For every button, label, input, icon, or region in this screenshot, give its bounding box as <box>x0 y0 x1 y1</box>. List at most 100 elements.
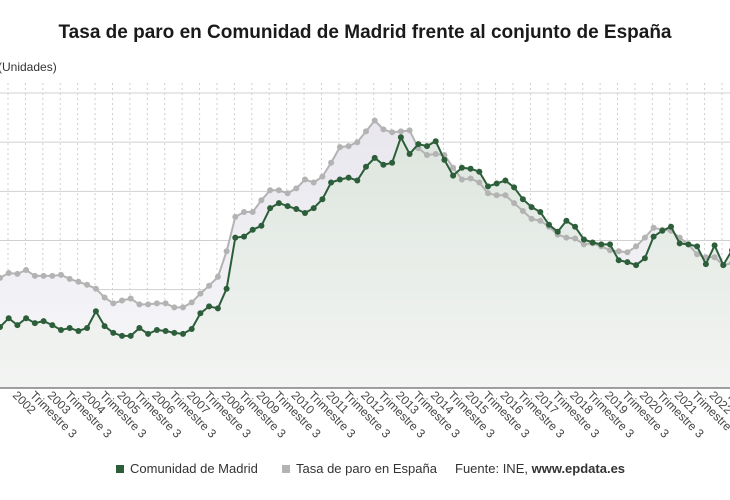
data-point-espana <box>127 295 134 302</box>
data-point-madrid <box>624 259 631 266</box>
data-point-madrid <box>615 257 622 264</box>
data-point-madrid <box>537 209 544 215</box>
data-point-espana <box>319 173 326 180</box>
data-point-madrid <box>519 196 526 203</box>
data-point-espana <box>180 304 186 311</box>
data-point-madrid <box>711 242 718 249</box>
data-point-madrid <box>180 330 186 337</box>
data-point-espana <box>58 271 64 278</box>
data-point-madrid <box>458 164 465 171</box>
data-point-espana <box>232 213 239 220</box>
data-point-madrid <box>66 325 73 331</box>
data-point-madrid <box>493 180 500 187</box>
data-point-espana <box>66 275 73 282</box>
data-point-espana <box>450 164 457 171</box>
data-point-madrid <box>406 151 413 157</box>
y-axis-unit-label: (Unidades) <box>0 60 57 74</box>
data-point-espana <box>458 176 465 183</box>
chart-title: Tasa de paro en Comunidad de Madrid fren… <box>58 22 672 43</box>
data-point-espana <box>572 235 579 242</box>
data-point-madrid <box>49 322 56 329</box>
data-point-madrid <box>432 138 439 145</box>
data-point-madrid <box>171 329 178 336</box>
data-point-madrid <box>598 241 605 248</box>
legend-swatch-madrid <box>116 465 124 473</box>
data-point-madrid <box>223 285 230 292</box>
data-point-madrid <box>354 177 361 184</box>
data-point-madrid <box>720 262 727 269</box>
data-point-espana <box>284 190 291 197</box>
data-point-madrid <box>162 328 169 334</box>
data-point-espana <box>502 192 509 199</box>
data-point-madrid <box>345 174 352 181</box>
data-point-espana <box>363 128 369 135</box>
data-point-madrid <box>58 327 64 333</box>
data-point-madrid <box>197 310 204 317</box>
data-point-madrid <box>380 161 387 168</box>
data-point-espana <box>14 270 21 277</box>
data-point-espana <box>171 304 178 311</box>
data-point-madrid <box>633 262 640 269</box>
data-point-madrid <box>485 183 491 190</box>
legend-item-madrid: Comunidad de Madrid <box>116 461 258 476</box>
data-point-madrid <box>275 200 282 207</box>
data-point-espana <box>615 248 622 255</box>
data-point-espana <box>153 300 160 307</box>
data-point-espana <box>5 270 12 276</box>
data-point-espana <box>23 267 30 273</box>
data-point-espana <box>206 282 213 289</box>
data-point-espana <box>310 179 317 186</box>
data-point-madrid <box>136 325 143 331</box>
data-point-espana <box>302 176 308 183</box>
data-point-madrid <box>258 222 265 229</box>
data-point-espana <box>563 234 570 241</box>
data-point-espana <box>406 127 413 134</box>
data-point-espana <box>345 143 352 150</box>
data-point-espana <box>40 272 47 279</box>
data-point-espana <box>476 179 483 186</box>
data-point-madrid <box>310 205 317 212</box>
data-point-espana <box>293 185 300 192</box>
data-point-madrid <box>668 223 674 230</box>
data-point-espana <box>188 299 195 306</box>
data-point-madrid <box>153 327 160 333</box>
data-point-espana <box>519 208 526 214</box>
data-point-espana <box>711 254 718 261</box>
data-point-espana <box>241 209 247 215</box>
data-point-madrid <box>415 141 422 148</box>
area-madrid <box>0 137 730 388</box>
data-point-madrid <box>5 315 12 322</box>
data-point-madrid <box>267 205 274 212</box>
data-point-madrid <box>101 323 108 330</box>
data-point-madrid <box>607 241 613 248</box>
data-point-espana <box>432 151 439 157</box>
data-point-espana <box>258 197 265 204</box>
data-point-madrid <box>685 241 692 248</box>
data-point-madrid <box>84 325 91 331</box>
data-point-espana <box>371 117 378 124</box>
data-point-espana <box>31 272 38 279</box>
data-point-espana <box>275 187 282 194</box>
data-point-madrid <box>119 332 125 339</box>
data-point-espana <box>101 294 108 301</box>
data-point-madrid <box>397 134 404 141</box>
data-point-madrid <box>249 226 256 233</box>
data-point-madrid <box>641 255 648 262</box>
data-point-madrid <box>75 328 82 334</box>
data-point-madrid <box>319 196 326 203</box>
data-point-madrid <box>92 308 99 315</box>
data-point-madrid <box>659 227 666 234</box>
data-point-madrid <box>389 159 396 166</box>
data-point-espana <box>633 243 640 250</box>
data-point-madrid <box>40 318 47 325</box>
data-point-madrid <box>450 172 457 179</box>
data-point-espana <box>267 187 274 194</box>
data-point-madrid <box>302 210 308 216</box>
data-point-espana <box>694 251 701 258</box>
data-point-madrid <box>511 184 518 191</box>
data-point-espana <box>493 192 500 199</box>
data-point-madrid <box>694 243 701 250</box>
data-point-madrid <box>0 324 3 330</box>
data-point-madrid <box>214 305 221 312</box>
source-link[interactable]: www.epdata.es <box>531 461 626 476</box>
